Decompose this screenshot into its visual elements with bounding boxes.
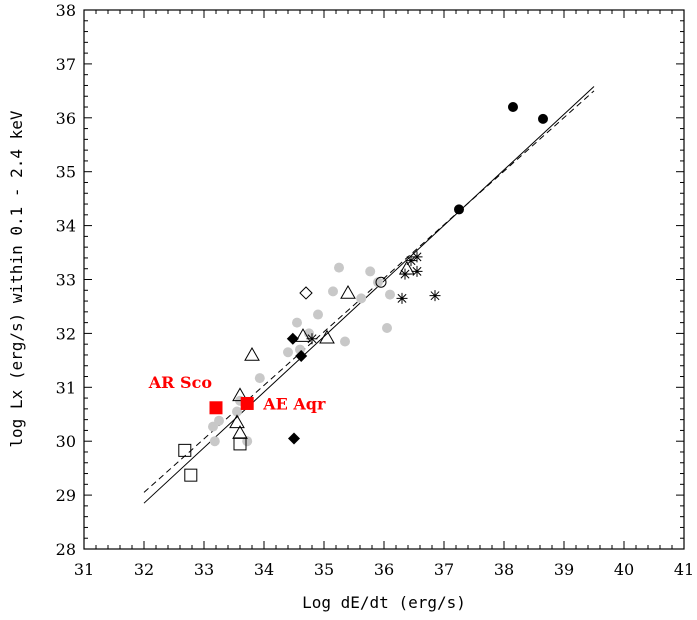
data-points bbox=[178, 102, 548, 482]
gray-circle-point bbox=[292, 317, 302, 328]
x-tick-label: 36 bbox=[374, 560, 394, 579]
ae-aqr-label: AE Aqr bbox=[262, 394, 326, 413]
y-tick-label: 38 bbox=[56, 1, 76, 20]
gray-circle-point bbox=[313, 309, 323, 320]
gray-circle-point bbox=[373, 277, 383, 288]
triangle-point bbox=[398, 260, 415, 275]
black-circle-point bbox=[538, 113, 548, 124]
y-tick-label: 32 bbox=[56, 324, 76, 343]
x-tick-label: 38 bbox=[494, 560, 514, 579]
gray-circle-point bbox=[356, 293, 367, 304]
open-circle-point bbox=[375, 276, 387, 288]
x-tick-label: 39 bbox=[554, 560, 574, 579]
filled-diamond-point bbox=[288, 432, 300, 445]
filled-diamond-point bbox=[295, 350, 308, 363]
black-circle-point bbox=[454, 204, 464, 215]
triangle-point bbox=[244, 346, 260, 361]
x-axis-title: Log dE/dt (erg/s) bbox=[302, 593, 466, 612]
y-tick-label: 33 bbox=[56, 271, 76, 290]
x-tick-label: 33 bbox=[194, 560, 214, 579]
gray-circle-point bbox=[283, 347, 293, 358]
open-square-point bbox=[233, 437, 247, 451]
dashed-fit-line bbox=[143, 90, 595, 493]
gray-circle-point bbox=[382, 323, 392, 334]
y-tick-label: 31 bbox=[56, 378, 76, 397]
x-tick-label: 32 bbox=[134, 560, 154, 579]
x-tick-label: 40 bbox=[614, 560, 634, 579]
gray-circle-point bbox=[232, 406, 242, 417]
y-tick-label: 34 bbox=[56, 217, 76, 236]
filled-diamond-point bbox=[286, 332, 299, 345]
gray-circle-point bbox=[385, 289, 395, 300]
gray-circle-point bbox=[334, 262, 344, 273]
y-tick-label: 35 bbox=[56, 163, 76, 182]
solid-fit-line bbox=[143, 86, 595, 504]
asterisk-point bbox=[411, 251, 423, 263]
axis-ticks bbox=[83, 9, 685, 550]
asterisk-point bbox=[429, 290, 441, 302]
y-tick-label: 28 bbox=[56, 540, 76, 559]
gray-circle-point bbox=[214, 415, 224, 426]
ar-sco-label: AR Sco bbox=[148, 373, 213, 392]
x-tick-label: 35 bbox=[314, 560, 334, 579]
black-circle-point bbox=[508, 102, 518, 113]
x-tick-label: 31 bbox=[74, 560, 94, 579]
red-square-point bbox=[209, 401, 223, 415]
y-tick-label: 36 bbox=[56, 109, 76, 128]
gray-circle-point bbox=[328, 286, 338, 297]
triangle-point bbox=[319, 329, 335, 344]
gray-circle-point bbox=[365, 266, 376, 277]
y-tick-label: 29 bbox=[56, 486, 76, 505]
y-axis-title: log Lx (erg/s) within 0.1 - 2.4 keV bbox=[7, 110, 26, 448]
gray-circle-point bbox=[209, 436, 220, 447]
asterisk-point bbox=[411, 265, 423, 277]
asterisk-point bbox=[306, 333, 318, 345]
open-square-point bbox=[178, 443, 192, 457]
annotations: AR Sco AE Aqr bbox=[148, 373, 326, 414]
triangle-point bbox=[232, 387, 248, 402]
x-tick-label: 41 bbox=[674, 560, 694, 579]
gray-circle-point bbox=[340, 336, 350, 347]
asterisk-point bbox=[396, 292, 408, 304]
y-tick-label: 37 bbox=[56, 55, 76, 74]
gray-circle-point bbox=[254, 373, 265, 384]
y-tick-label: 30 bbox=[56, 432, 76, 451]
asterisk-point bbox=[405, 255, 417, 267]
x-tick-label: 37 bbox=[434, 560, 454, 579]
x-tick-label: 34 bbox=[254, 560, 274, 579]
triangle-point bbox=[229, 414, 245, 429]
red-square-point bbox=[240, 396, 254, 410]
triangle-point bbox=[340, 284, 356, 299]
open-square-point bbox=[184, 468, 198, 482]
tick-labels: 31 32 33 34 35 36 37 38 39 40 41 28 29 30 31 32 33 34 35 36… bbox=[56, 1, 695, 579]
open-diamond-point bbox=[299, 286, 313, 300]
triangle-point bbox=[295, 328, 311, 342]
